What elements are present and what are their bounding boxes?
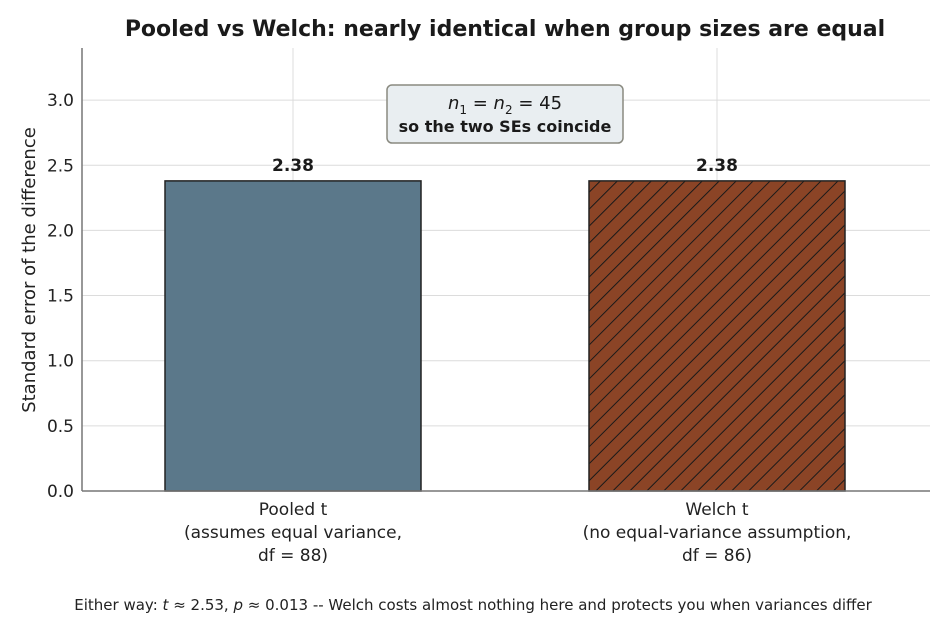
x-tick-label: df = 86) xyxy=(682,546,752,566)
y-tick-label: 0.0 xyxy=(47,482,74,502)
x-tick-label: df = 88) xyxy=(258,546,328,566)
x-tick-label: (no equal-variance assumption, xyxy=(583,523,852,543)
footnote-t: t xyxy=(163,596,170,614)
x-tick-label: (assumes equal variance, xyxy=(184,523,402,543)
bar-value-label: 2.38 xyxy=(696,156,738,176)
annotation-fragment: = xyxy=(467,93,494,114)
axes: 0.0 0.5 1.0 1.5 2.0 2.5 3.0 Pooled t (assumes eq… xyxy=(47,48,930,566)
footnote-part1: Either way: xyxy=(74,596,162,614)
x-tick-label: Pooled t xyxy=(259,500,328,520)
footnote-p: p xyxy=(232,596,243,614)
y-tick-label: 3.0 xyxy=(47,91,74,111)
y-tick-label: 1.5 xyxy=(47,287,74,307)
y-tick-label: 1.0 xyxy=(47,352,74,372)
annotation-fragment: n xyxy=(448,93,459,114)
bars: 2.38 2.38 xyxy=(164,156,846,492)
y-tick-label: 2.0 xyxy=(47,221,74,241)
chart-title: Pooled vs Welch: nearly identical when g… xyxy=(125,17,885,42)
footnote: Either way: t ≈ 2.53, p ≈ 0.013 -- Welch… xyxy=(74,596,872,614)
x-tick-label: Welch t xyxy=(685,500,749,520)
annotation-fragment: 1 xyxy=(459,103,467,117)
annotation-line-1: n1 = n2 = 45 xyxy=(448,93,562,117)
annotation-box-frame xyxy=(386,84,624,144)
footnote-part2: ≈ 2.53, xyxy=(168,596,233,614)
bar-value-label: 2.38 xyxy=(272,156,314,176)
annotation-fragment: n xyxy=(494,93,505,114)
y-axis-label: Standard error of the difference xyxy=(19,127,40,413)
annotation-line-2: so the two SEs coincide xyxy=(399,117,612,136)
y-tick-label: 2.5 xyxy=(47,156,74,176)
annotation-fragment: 2 xyxy=(505,103,513,117)
bar-1 xyxy=(164,180,422,492)
y-tick-label: 0.5 xyxy=(47,417,74,437)
annotation-fragment: = 45 xyxy=(513,93,562,114)
bar-2 xyxy=(588,180,846,492)
footnote-part3: ≈ 0.013 -- Welch costs almost nothing he… xyxy=(243,596,873,614)
